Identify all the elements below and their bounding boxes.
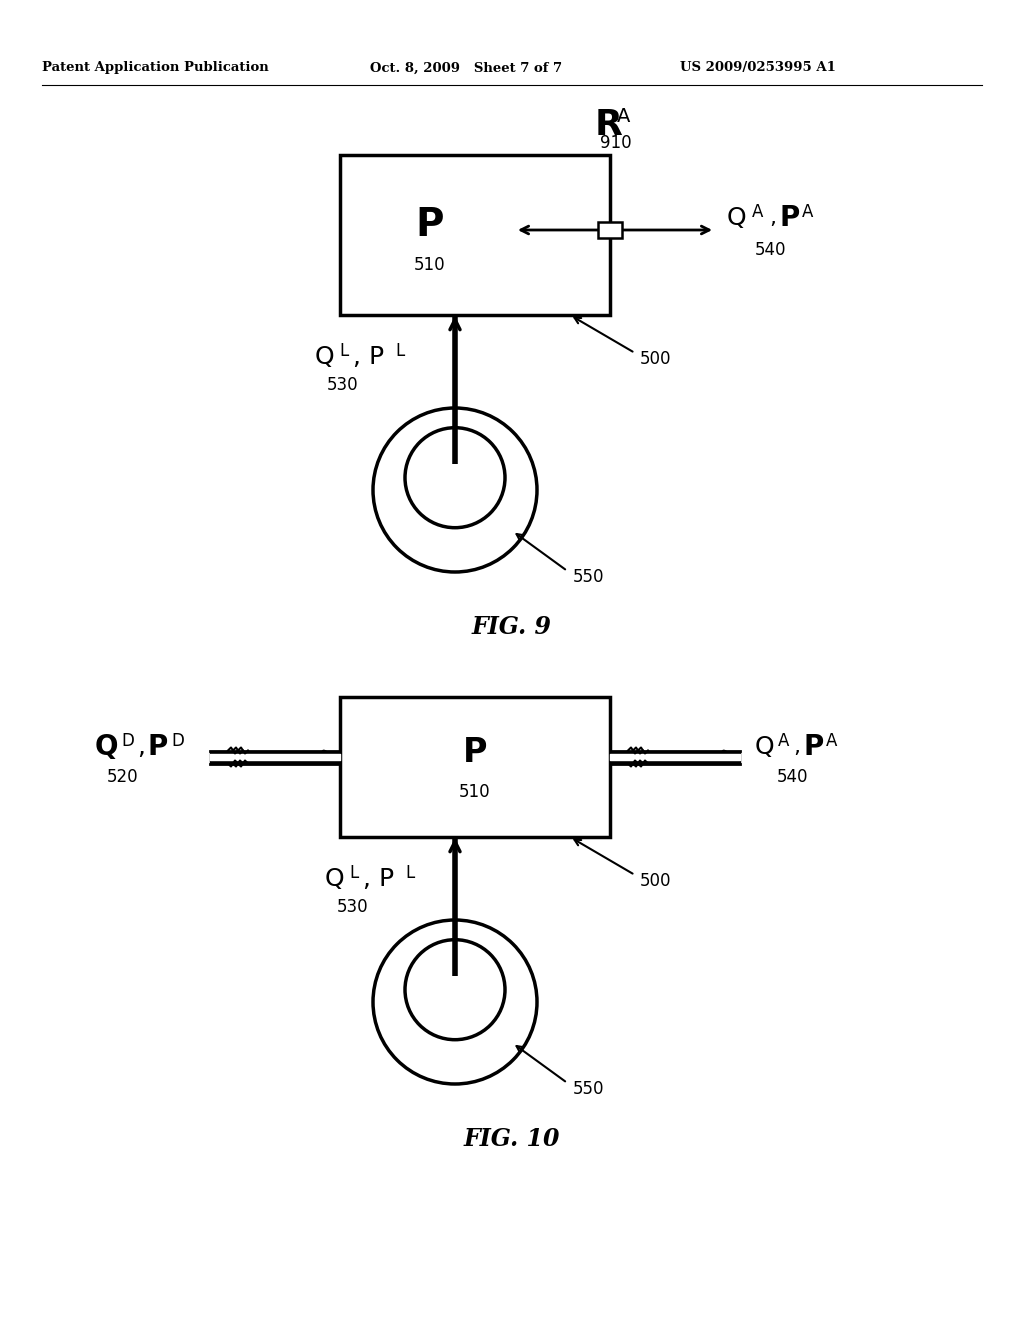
Text: ,: , bbox=[137, 735, 145, 759]
Text: L: L bbox=[339, 342, 348, 360]
Text: P: P bbox=[803, 733, 823, 762]
Circle shape bbox=[373, 408, 537, 572]
Text: 530: 530 bbox=[337, 898, 369, 916]
Text: 540: 540 bbox=[755, 242, 786, 259]
Text: 540: 540 bbox=[777, 768, 809, 785]
Text: Q: Q bbox=[315, 345, 335, 370]
Text: Q: Q bbox=[755, 735, 774, 759]
Text: 520: 520 bbox=[106, 768, 138, 785]
Text: FIG. 9: FIG. 9 bbox=[472, 615, 552, 639]
Bar bbox=[340, 154, 610, 315]
Text: 500: 500 bbox=[640, 873, 672, 890]
Text: P: P bbox=[147, 733, 167, 762]
Text: D: D bbox=[171, 733, 184, 750]
Text: ,: , bbox=[793, 737, 800, 756]
Text: US 2009/0253995 A1: US 2009/0253995 A1 bbox=[680, 62, 836, 74]
Text: 510: 510 bbox=[414, 256, 445, 275]
Circle shape bbox=[373, 920, 537, 1084]
Text: 500: 500 bbox=[640, 350, 672, 368]
Text: 510: 510 bbox=[459, 783, 490, 801]
Text: D: D bbox=[121, 733, 134, 750]
Text: FIG. 10: FIG. 10 bbox=[464, 1127, 560, 1151]
Bar bbox=[598, 222, 622, 238]
Text: R: R bbox=[595, 108, 623, 143]
Text: P: P bbox=[463, 735, 487, 768]
Text: A: A bbox=[617, 107, 631, 127]
Text: A: A bbox=[802, 203, 813, 220]
Text: A: A bbox=[752, 203, 763, 220]
Text: Oct. 8, 2009   Sheet 7 of 7: Oct. 8, 2009 Sheet 7 of 7 bbox=[370, 62, 562, 74]
Text: , P: , P bbox=[362, 867, 394, 891]
Text: , P: , P bbox=[353, 345, 384, 370]
Text: ,: , bbox=[769, 209, 776, 228]
Text: A: A bbox=[826, 733, 838, 750]
Text: Q: Q bbox=[95, 733, 119, 762]
Bar bbox=[340, 697, 610, 837]
Circle shape bbox=[406, 940, 505, 1040]
Text: 530: 530 bbox=[327, 376, 358, 393]
Text: 550: 550 bbox=[572, 568, 604, 586]
Text: L: L bbox=[406, 865, 415, 882]
Text: Q: Q bbox=[325, 867, 345, 891]
Text: 550: 550 bbox=[572, 1080, 604, 1098]
Text: L: L bbox=[349, 865, 358, 882]
Text: A: A bbox=[778, 733, 790, 750]
Text: P: P bbox=[416, 206, 444, 244]
Text: 910: 910 bbox=[600, 135, 632, 152]
Text: Q: Q bbox=[727, 206, 746, 230]
Text: Patent Application Publication: Patent Application Publication bbox=[42, 62, 268, 74]
Text: L: L bbox=[395, 342, 404, 360]
Circle shape bbox=[406, 428, 505, 528]
Text: P: P bbox=[779, 205, 800, 232]
